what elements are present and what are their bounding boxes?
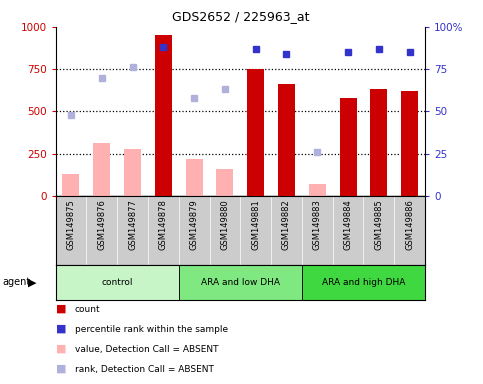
Bar xyxy=(309,184,326,196)
Text: GSM149879: GSM149879 xyxy=(190,199,199,250)
Text: rank, Detection Call = ABSENT: rank, Detection Call = ABSENT xyxy=(75,364,214,374)
Text: ■: ■ xyxy=(56,304,66,314)
Text: ARA and low DHA: ARA and low DHA xyxy=(201,278,280,287)
Text: GSM149885: GSM149885 xyxy=(374,199,384,250)
Text: ■: ■ xyxy=(56,344,66,354)
Text: GSM149883: GSM149883 xyxy=(313,199,322,250)
Bar xyxy=(216,169,233,196)
Text: GSM149878: GSM149878 xyxy=(159,199,168,250)
Text: GSM149881: GSM149881 xyxy=(251,199,260,250)
Text: GSM149884: GSM149884 xyxy=(343,199,353,250)
Bar xyxy=(62,174,79,196)
Text: GSM149877: GSM149877 xyxy=(128,199,137,250)
Text: GSM149882: GSM149882 xyxy=(282,199,291,250)
Text: percentile rank within the sample: percentile rank within the sample xyxy=(75,324,228,334)
Text: GSM149876: GSM149876 xyxy=(97,199,106,250)
Text: count: count xyxy=(75,305,100,314)
Text: ARA and high DHA: ARA and high DHA xyxy=(322,278,405,287)
Text: GSM149875: GSM149875 xyxy=(67,199,75,250)
Bar xyxy=(302,265,425,300)
Text: value, Detection Call = ABSENT: value, Detection Call = ABSENT xyxy=(75,344,218,354)
Bar xyxy=(278,84,295,196)
Bar xyxy=(340,98,356,196)
Bar xyxy=(179,265,302,300)
Bar xyxy=(56,265,179,300)
Bar xyxy=(124,149,141,196)
Text: GSM149886: GSM149886 xyxy=(405,199,414,250)
Bar xyxy=(247,69,264,196)
Bar xyxy=(93,144,110,196)
Text: ▶: ▶ xyxy=(28,277,37,287)
Text: GSM149880: GSM149880 xyxy=(220,199,229,250)
Bar xyxy=(185,159,202,196)
Text: ■: ■ xyxy=(56,364,66,374)
Bar xyxy=(401,91,418,196)
Bar xyxy=(155,35,172,196)
Bar xyxy=(370,89,387,196)
Text: agent: agent xyxy=(2,277,30,287)
Text: ■: ■ xyxy=(56,324,66,334)
Text: control: control xyxy=(101,278,133,287)
Title: GDS2652 / 225963_at: GDS2652 / 225963_at xyxy=(171,10,309,23)
